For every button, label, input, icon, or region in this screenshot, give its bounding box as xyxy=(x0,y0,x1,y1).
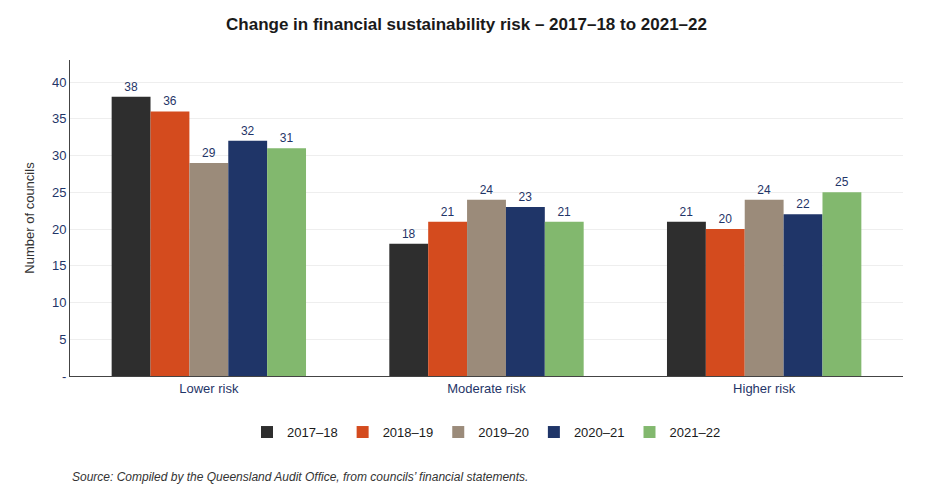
svg-text:Number of councils: Number of councils xyxy=(22,162,37,274)
svg-text:29: 29 xyxy=(202,146,216,160)
svg-text:38: 38 xyxy=(124,80,138,94)
svg-text:2020–21: 2020–21 xyxy=(574,425,625,440)
svg-text:24: 24 xyxy=(480,183,494,197)
svg-text:25: 25 xyxy=(52,185,66,200)
svg-text:36: 36 xyxy=(163,94,177,108)
svg-text:31: 31 xyxy=(280,131,294,145)
svg-text:Higher risk: Higher risk xyxy=(733,381,796,396)
svg-text:5: 5 xyxy=(59,332,66,347)
svg-text:35: 35 xyxy=(52,111,66,126)
svg-text:25: 25 xyxy=(835,175,849,189)
svg-text:2018–19: 2018–19 xyxy=(383,425,434,440)
svg-text:2017–18: 2017–18 xyxy=(287,425,338,440)
svg-text:22: 22 xyxy=(796,197,810,211)
svg-text:Change in financial sustainabi: Change in financial sustainability risk … xyxy=(226,15,707,34)
svg-text:Source: Compiled by the Queens: Source: Compiled by the Queensland Audit… xyxy=(72,470,528,484)
svg-text:30: 30 xyxy=(52,148,66,163)
svg-text:21: 21 xyxy=(557,205,571,219)
svg-text:20: 20 xyxy=(52,222,66,237)
svg-text:-: - xyxy=(62,369,66,384)
svg-text:2019–20: 2019–20 xyxy=(478,425,529,440)
svg-text:Moderate risk: Moderate risk xyxy=(447,381,526,396)
svg-text:23: 23 xyxy=(519,190,533,204)
svg-text:40: 40 xyxy=(52,75,66,90)
svg-text:32: 32 xyxy=(241,124,255,138)
svg-text:21: 21 xyxy=(441,205,455,219)
svg-text:Lower risk: Lower risk xyxy=(179,381,239,396)
svg-text:18: 18 xyxy=(402,227,416,241)
svg-text:2021–22: 2021–22 xyxy=(670,425,721,440)
svg-text:10: 10 xyxy=(52,295,66,310)
svg-text:21: 21 xyxy=(680,205,694,219)
svg-text:20: 20 xyxy=(718,212,732,226)
svg-text:24: 24 xyxy=(757,183,771,197)
svg-text:15: 15 xyxy=(52,258,66,273)
